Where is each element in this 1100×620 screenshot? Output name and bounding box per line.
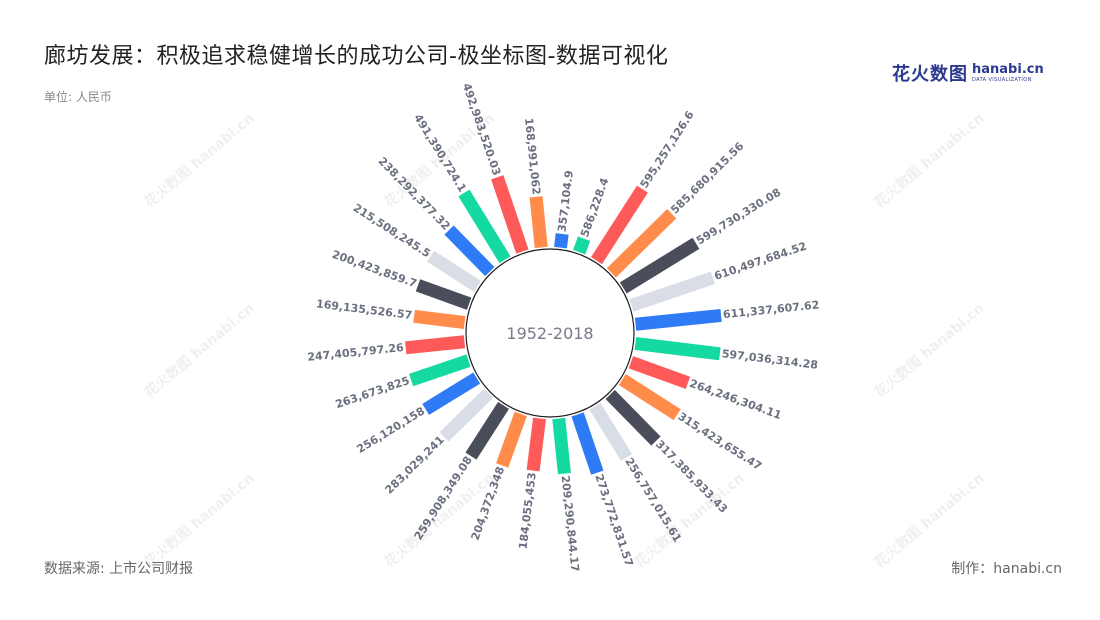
polar-bar [409, 354, 471, 387]
bar-value-label: 273,772,831.57 [592, 472, 635, 568]
polar-bar [427, 250, 482, 292]
chart-maker: 制作：hanabi.cn [951, 561, 1062, 577]
polar-bar [634, 308, 722, 331]
polar-bar [629, 271, 715, 312]
bar-value-label: 263,673,825 [334, 374, 411, 411]
polar-bar [618, 374, 681, 421]
bar-value-label: 247,405,797.26 [307, 341, 405, 364]
polar-bar [491, 175, 529, 254]
bar-value-label: 586,228.4 [578, 176, 611, 239]
polar-bar [552, 417, 571, 475]
center-label: 1952-2018 [506, 324, 593, 343]
logo-sub-text: DATA VISUALIZATION [972, 77, 1032, 83]
polar-bar [526, 417, 546, 472]
polar-bar [422, 372, 481, 415]
bar-value-label: 256,120,158 [355, 404, 428, 456]
polar-bar [444, 225, 495, 277]
polar-bar [634, 337, 721, 361]
polar-bar [458, 189, 511, 264]
bar-value-label: 209,290,844.17 [559, 475, 582, 573]
bar-value-label: 357,104.9 [555, 170, 575, 233]
polar-bar [465, 401, 509, 460]
polar-bar [628, 356, 691, 389]
bar-value-label: 611,337,607.62 [722, 298, 820, 321]
bar-value-label: 599,730,330.08 [694, 186, 783, 248]
polar-bar [554, 233, 569, 249]
polar-bar [571, 412, 604, 475]
unit-label: 单位: 人民币 [44, 90, 112, 104]
polar-bar [529, 196, 548, 249]
polar-bar [573, 236, 591, 255]
logo-cn-text: 花火数图 [892, 64, 968, 85]
polar-bar [413, 309, 466, 329]
bar-value-label: 264,246,304.11 [688, 377, 783, 422]
data-source: 数据来源: 上市公司财报 [44, 561, 194, 577]
brand-logo: 花火数图 hanabi.cn DATA VISUALIZATION [892, 60, 1044, 86]
polar-bar [589, 402, 632, 461]
polar-bar [591, 185, 648, 265]
bar-value-label: 597,036,314.28 [721, 347, 819, 372]
bar-value-label: 169,135,526.57 [315, 297, 413, 322]
bar-value-label: 184,055,453 [517, 472, 539, 550]
bar-value-label: 200,423,859.7 [330, 248, 418, 290]
logo-en-text: hanabi.cn [972, 62, 1044, 77]
bar-value-label: 168,991,062 [522, 117, 543, 195]
polar-bar [606, 209, 677, 278]
bar-value-label: 585,680,915.56 [668, 139, 746, 216]
polar-bar [405, 335, 466, 355]
bar-value-label: 610,497,684.52 [713, 240, 809, 283]
bar-value-label: 595,257,126.6 [638, 108, 697, 190]
polar-bar [496, 411, 527, 468]
polar-bar [605, 389, 661, 446]
polar-bar [619, 237, 700, 294]
bar-value-label: 283,029,241 [383, 433, 447, 496]
page-title: 廊坊发展：积极追求稳健增长的成功公司-极坐标图-数据可视化 [44, 44, 669, 69]
polar-bar [439, 388, 494, 442]
polar-bar [415, 279, 472, 310]
center-circle [465, 248, 635, 418]
